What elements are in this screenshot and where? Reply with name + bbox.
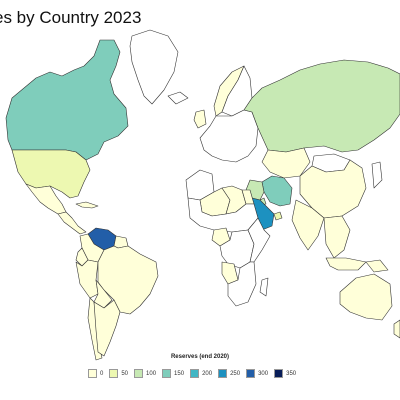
legend-swatch — [88, 369, 97, 378]
map-title: es by Country 2023 — [0, 8, 142, 27]
legend-label: 100 — [146, 370, 157, 377]
country-madagascar — [259, 277, 269, 297]
legend-item: 150 — [162, 369, 184, 378]
legend-label: 50 — [121, 370, 129, 377]
legend-item: 350 — [274, 369, 296, 378]
country-papua-new-guinea — [365, 259, 389, 273]
legend-label: 300 — [258, 370, 269, 377]
legend-item: 250 — [218, 369, 240, 378]
country-sahel — [187, 197, 259, 233]
legend-swatch — [190, 369, 200, 378]
country-new-zealand — [393, 319, 400, 339]
country-indonesia — [325, 257, 367, 271]
legend-label: 250 — [230, 370, 241, 377]
country-peru — [75, 259, 99, 299]
country-russia — [243, 59, 400, 153]
legend-item: 100 — [134, 369, 156, 378]
country-east-africa — [247, 217, 271, 263]
country-iran — [261, 175, 293, 207]
legend-label: 150 — [174, 370, 185, 377]
country-central-america — [57, 211, 87, 235]
country-iceland — [167, 91, 189, 105]
legend-item: 300 — [246, 369, 268, 378]
country-brazil — [97, 245, 159, 315]
legend: 0 50 100 150 200 250 300 350 — [88, 369, 302, 378]
country-argentina — [93, 299, 121, 357]
country-greenland — [129, 29, 179, 105]
legend-item: 50 — [109, 369, 128, 378]
legend-label: 200 — [202, 370, 213, 377]
legend-label: 350 — [286, 370, 297, 377]
legend-swatch — [218, 369, 228, 378]
legend-title: Reserves (end 2020) — [170, 354, 230, 360]
legend-swatch — [246, 369, 256, 378]
legend-swatch — [162, 369, 172, 378]
country-australia — [339, 273, 393, 321]
legend-swatch — [109, 369, 119, 378]
country-cuba — [75, 201, 99, 209]
country-canada — [5, 39, 129, 161]
country-uae — [273, 211, 283, 221]
legend-item: 200 — [190, 369, 212, 378]
legend-item: 0 — [88, 369, 103, 378]
legend-swatch — [274, 369, 284, 378]
legend-swatch — [134, 369, 144, 378]
country-india — [291, 199, 325, 251]
country-japan — [371, 161, 383, 189]
country-southeast-asia — [323, 215, 351, 259]
country-uk — [193, 109, 207, 129]
country-southern-africa — [227, 261, 257, 307]
country-europe — [199, 109, 259, 163]
legend-label: 0 — [100, 370, 104, 377]
